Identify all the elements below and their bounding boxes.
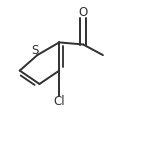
Text: O: O [79,6,88,19]
Text: Cl: Cl [53,95,65,108]
Text: S: S [31,44,39,57]
